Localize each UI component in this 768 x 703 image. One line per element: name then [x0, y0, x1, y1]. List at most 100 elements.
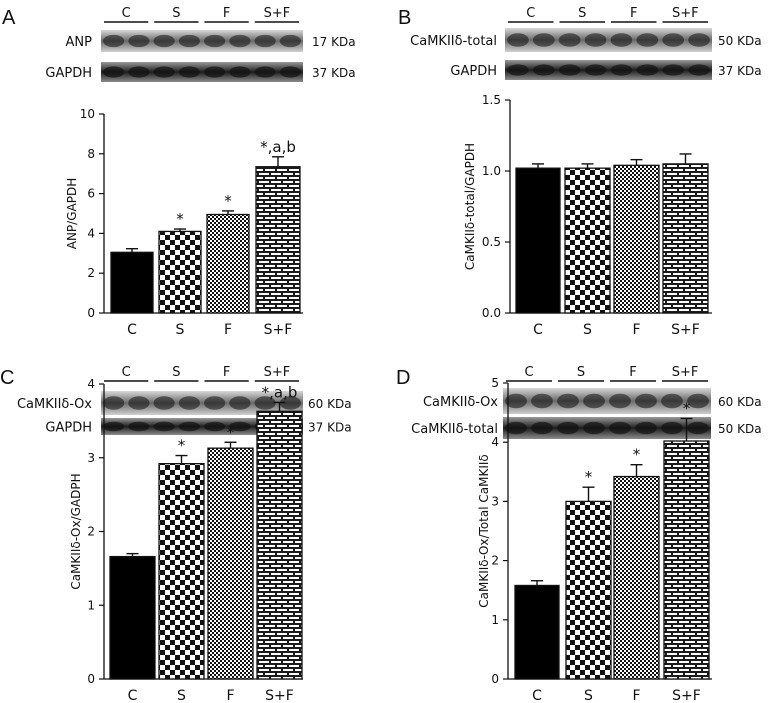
blot-protein-label: GAPDH [45, 421, 92, 436]
y-axis-label: ANP/GAPDH [65, 178, 79, 249]
blot-group-label: S+F [264, 365, 291, 380]
blot-band [558, 33, 581, 47]
blot-strip [503, 417, 711, 439]
blot-band [636, 33, 659, 47]
blot-band [557, 393, 579, 409]
blot-band [204, 34, 226, 48]
blot-band [153, 396, 175, 410]
y-tick-label: 4 [87, 226, 95, 240]
blot-protein-label: ANP [66, 35, 93, 50]
y-tick-label: 3 [87, 451, 95, 465]
blot-band [204, 421, 226, 432]
x-tick-label: F [632, 688, 640, 703]
y-tick-label: 1.5 [482, 93, 501, 107]
blot-band [661, 393, 683, 409]
blot-band [609, 421, 631, 435]
blot-band [610, 33, 633, 47]
blot-band [583, 393, 605, 409]
x-tick-label: S+F [671, 322, 700, 338]
x-tick-label: F [226, 688, 234, 703]
bar-f [206, 213, 250, 314]
blot-group-label: C [122, 6, 131, 21]
blot-kda-label: 37 KDa [308, 421, 352, 435]
blot-band [128, 66, 150, 78]
y-axis-label: CaMKIIδ-Ox/Total CaMKIIδ [477, 454, 491, 608]
panel-a: A C S F S+F ANP 17 KDa GAPDH 37 KDa 0 2 4 6 8 10 ANP/GA… [2, 6, 356, 338]
blot-band [279, 66, 301, 78]
blot-band [128, 396, 150, 410]
blot-band [254, 34, 276, 48]
bar-f [613, 475, 660, 680]
blot-band [153, 34, 175, 48]
blot-strip [101, 418, 303, 435]
blot-strip [505, 60, 712, 80]
significance-mark: * [178, 437, 186, 455]
blot-band [531, 393, 553, 409]
blot-band [279, 396, 301, 410]
blot-band [128, 421, 150, 432]
x-tick-label: S [583, 322, 592, 338]
blot-kda-label: 60 KDa [308, 397, 352, 411]
x-tick-label: F [224, 322, 232, 338]
bar-splusf [662, 163, 709, 314]
bar-c [110, 251, 154, 314]
panel-d: D C S F S+F CaMKIIδ-Ox 60 KDa CaMKIIδ-total 50 K… [396, 365, 762, 703]
panel-letter: A [2, 7, 16, 29]
blot-band [584, 64, 607, 76]
y-tick-label: 4 [491, 435, 499, 449]
x-tick-label: S [177, 688, 186, 703]
blot-strip [101, 62, 303, 82]
blot-band [204, 66, 226, 78]
panel-letter: C [0, 367, 14, 389]
blot-kda-label: 50 KDa [718, 34, 762, 48]
blot-band [532, 33, 555, 47]
bar-s [565, 500, 612, 680]
significance-mark: * [633, 446, 641, 464]
blot-band [507, 33, 529, 47]
x-tick-label: S [584, 688, 593, 703]
blot-band [505, 393, 527, 409]
blot-protein-label: CaMKIIδ-Ox [17, 397, 92, 412]
blot-protein-label: CaMKIIδ-Ox [423, 395, 498, 410]
blot-band [687, 421, 709, 435]
significance-mark: *,a,b [262, 383, 298, 401]
blot-group-label: F [629, 365, 636, 380]
panel-c: C C S F S+F CaMKIIδ-Ox 60 KDa GAPDH 37 KDa 0 1 2 3 4 C… [0, 365, 352, 703]
bar-c [514, 584, 560, 680]
bar-splusf [255, 166, 301, 314]
blot-band [178, 396, 200, 410]
blot-kda-label: 17 KDa [312, 35, 356, 49]
x-tick-label: S+F [672, 688, 701, 703]
blot-band [128, 34, 150, 48]
y-tick-label: 10 [80, 107, 95, 121]
blot-band [153, 66, 175, 78]
x-tick-label: C [532, 688, 542, 703]
y-tick-label: 8 [87, 147, 95, 161]
blot-band [254, 66, 276, 78]
x-tick-label: C [128, 688, 138, 703]
y-tick-label: 1 [491, 613, 499, 627]
bar-c [109, 555, 156, 680]
blot-band [635, 393, 657, 409]
blot-group-label: S [577, 365, 585, 380]
blot-band [229, 396, 251, 410]
blot-group-label: C [524, 365, 533, 380]
blot-group-label: F [223, 6, 230, 21]
blot-band [178, 66, 200, 78]
blot-band [279, 34, 301, 48]
blot-band [635, 421, 657, 435]
significance-mark: * [227, 423, 235, 441]
bar-splusf [256, 410, 303, 680]
blot-protein-label: GAPDH [45, 66, 92, 81]
y-tick-label: 2 [87, 266, 95, 280]
y-tick-label: 2 [87, 525, 95, 539]
bar-c [515, 167, 561, 314]
y-tick-label: 0 [87, 672, 95, 686]
significance-mark: *,a,b [260, 138, 296, 156]
blot-group-label: S+F [264, 6, 291, 21]
blot-band [661, 421, 683, 435]
blot-band [532, 64, 555, 76]
blot-band [229, 421, 251, 432]
blot-band [688, 64, 710, 76]
